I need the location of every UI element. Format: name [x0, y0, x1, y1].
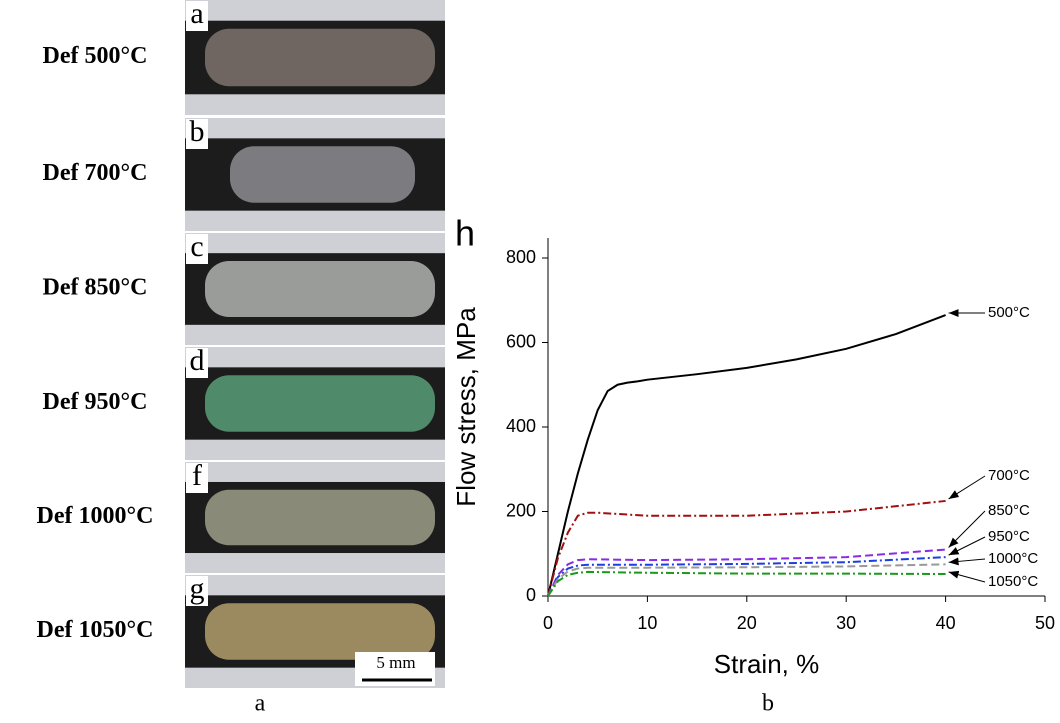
legend-label: 1050°C: [988, 573, 1038, 590]
anvil: [185, 94, 445, 115]
y-tick-label: 800: [506, 247, 536, 267]
annotation-arrow: [949, 559, 985, 562]
x-tick-label: 20: [737, 613, 757, 633]
anvil: [185, 118, 445, 138]
line: [548, 557, 946, 596]
row-label: Def 500°C: [43, 43, 148, 69]
specimen: [205, 490, 435, 546]
anvil: [185, 325, 445, 345]
legend-label: 700°C: [988, 467, 1030, 484]
anvil: [185, 211, 445, 231]
legend-label: 950°C: [988, 528, 1030, 545]
row-label: Def 1000°C: [37, 503, 154, 529]
scale-text: 5 mm: [376, 653, 415, 672]
caption: a: [255, 691, 266, 717]
caption: b: [762, 691, 774, 717]
panel-label: h: [455, 213, 475, 254]
y-tick-label: 200: [506, 500, 536, 520]
line: [548, 315, 946, 596]
specimen: [205, 603, 435, 660]
annotation-arrow: [949, 537, 985, 555]
legend-label: 850°C: [988, 502, 1030, 519]
anvil: [185, 575, 445, 595]
anvil: [185, 347, 445, 367]
specimen: [205, 375, 435, 432]
panel-letter: g: [190, 572, 205, 605]
legend-label: 1000°C: [988, 550, 1038, 567]
y-tick-label: 400: [506, 416, 536, 436]
anvil: [185, 0, 445, 21]
photo-panel: Def 500°C a Def 700°C b Def 850°C c Def 950°C d…: [37, 0, 445, 688]
x-tick-label: 40: [936, 613, 956, 633]
annotation-arrow: [949, 476, 985, 499]
specimen: [205, 261, 435, 317]
anvil: [185, 553, 445, 573]
legend-label: 500°C: [988, 304, 1030, 321]
x-tick-label: 50: [1035, 613, 1055, 633]
annotation-arrow: [949, 511, 985, 548]
specimen: [205, 29, 435, 87]
line: [548, 572, 946, 596]
anvil: [185, 440, 445, 460]
y-axis-title: Flow stress, MPa: [451, 307, 481, 507]
anvil: [185, 462, 445, 482]
chart: 0 10 20 30 40 50 0 200 400 600 800 Strain, % Flow st…: [451, 213, 1055, 679]
panel-letter: b: [190, 115, 205, 148]
y-tick-label: 600: [506, 331, 536, 351]
x-tick-label: 30: [836, 613, 856, 633]
line: [548, 501, 946, 596]
panel-letter: d: [190, 344, 205, 377]
line: [548, 564, 946, 596]
annotation-arrow: [949, 572, 985, 582]
panel-letter: c: [190, 230, 203, 263]
specimen: [230, 146, 415, 203]
y-tick-label: 0: [526, 585, 536, 605]
row-label: Def 950°C: [43, 389, 148, 415]
row-label: Def 700°C: [43, 160, 148, 186]
panel-letter: f: [192, 459, 202, 492]
row-label: Def 1050°C: [37, 617, 154, 643]
row-label: Def 850°C: [43, 275, 148, 301]
x-tick-label: 10: [637, 613, 657, 633]
x-tick-label: 0: [543, 613, 553, 633]
x-axis-title: Strain, %: [714, 649, 820, 679]
panel-letter: a: [190, 0, 203, 30]
anvil: [185, 233, 445, 253]
